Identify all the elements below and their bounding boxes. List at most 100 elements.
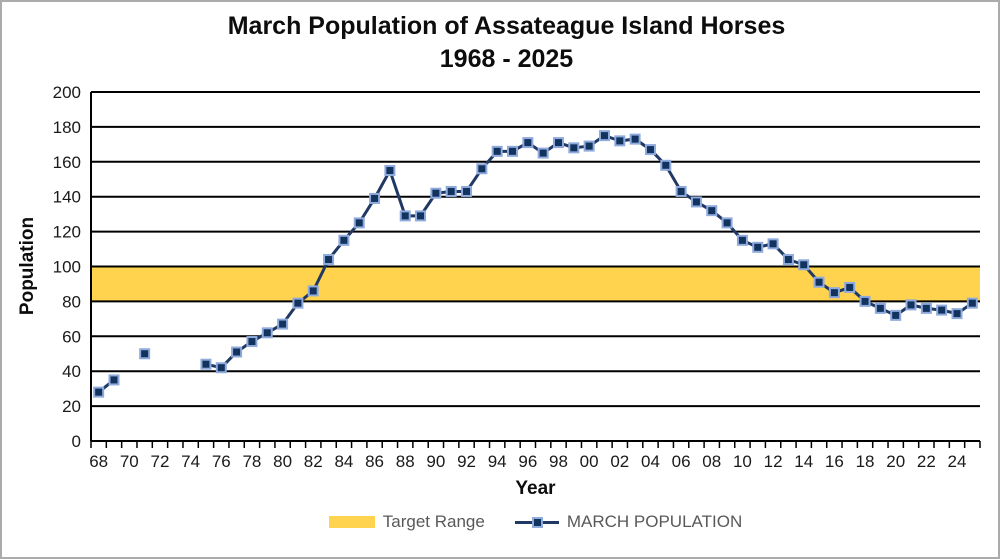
- legend: Target Range MARCH POPULATION: [91, 512, 980, 532]
- data-point-marker: [277, 318, 289, 330]
- data-point-marker: [338, 234, 350, 246]
- data-point-marker: [660, 159, 672, 171]
- y-tick-label-120: 120: [53, 223, 81, 242]
- series-line: [205, 133, 974, 370]
- data-point-marker: [721, 217, 733, 229]
- y-tick-label-60: 60: [62, 327, 81, 346]
- x-tick-label-1990: 90: [426, 452, 445, 471]
- y-tick-label-180: 180: [53, 118, 81, 137]
- data-point-marker: [445, 185, 457, 197]
- x-tick-label-1980: 80: [273, 452, 292, 471]
- x-tick-label-1986: 86: [365, 452, 384, 471]
- data-point-marker: [598, 130, 610, 142]
- data-point-marker: [307, 285, 319, 297]
- data-point-marker: [568, 142, 580, 154]
- data-point-marker: [706, 205, 718, 217]
- x-tick-label-1988: 88: [396, 452, 415, 471]
- x-tick-label-1974: 74: [181, 452, 200, 471]
- data-point-marker: [690, 196, 702, 208]
- data-point-marker: [890, 309, 902, 321]
- data-point-marker: [583, 140, 595, 152]
- y-tick-label-160: 160: [53, 153, 81, 172]
- data-point-marker: [323, 254, 335, 266]
- data-point-marker: [874, 302, 886, 314]
- y-tick-label-80: 80: [62, 292, 81, 311]
- data-point-marker: [491, 145, 503, 157]
- data-point-marker: [215, 362, 227, 374]
- y-tick-label-20: 20: [62, 397, 81, 416]
- data-point-marker: [369, 192, 381, 204]
- data-point-marker: [782, 254, 794, 266]
- x-tick-label-1968: 68: [89, 452, 108, 471]
- x-tick-label-2006: 06: [672, 452, 691, 471]
- data-point-marker: [200, 358, 212, 370]
- data-point-marker: [537, 147, 549, 159]
- x-tick-label-2018: 18: [856, 452, 875, 471]
- x-tick-label-1992: 92: [457, 452, 476, 471]
- data-point-marker: [736, 234, 748, 246]
- x-tick-label-2004: 04: [641, 452, 660, 471]
- chart-title: March Population of Assateague Island Ho…: [62, 10, 951, 76]
- y-tick-label-200: 200: [53, 83, 81, 102]
- x-tick-label-1976: 76: [212, 452, 231, 471]
- x-tick-label-1982: 82: [304, 452, 323, 471]
- legend-item-march-population: MARCH POPULATION: [514, 512, 743, 532]
- data-point-marker: [93, 386, 105, 398]
- y-tick-label-40: 40: [62, 362, 81, 381]
- x-tick-label-2024: 24: [948, 452, 967, 471]
- x-tick-label-1994: 94: [488, 452, 507, 471]
- chart-title-line1: March Population of Assateague Island Ho…: [227, 12, 786, 40]
- data-point-marker: [292, 297, 304, 309]
- data-point-marker: [828, 287, 840, 299]
- data-point-marker: [476, 163, 488, 175]
- x-tick-label-2002: 02: [610, 452, 629, 471]
- x-tick-label-2000: 00: [580, 452, 599, 471]
- x-tick-label-1996: 96: [518, 452, 537, 471]
- data-point-marker: [844, 281, 856, 293]
- x-tick-label-1972: 72: [151, 452, 170, 471]
- line-marker-icon: [514, 516, 559, 529]
- data-point-marker: [936, 304, 948, 316]
- target-range-swatch-icon: [328, 516, 375, 528]
- x-tick-label-2010: 10: [733, 452, 752, 471]
- x-tick-label-2016: 16: [825, 452, 844, 471]
- data-point-marker: [522, 137, 534, 149]
- data-point-marker: [813, 276, 825, 288]
- data-point-marker: [951, 308, 963, 320]
- data-point-marker: [399, 210, 411, 222]
- data-point-marker: [246, 336, 258, 348]
- y-tick-label-0: 0: [72, 432, 81, 451]
- data-point-marker: [920, 302, 932, 314]
- x-tick-label-2020: 20: [886, 452, 905, 471]
- data-point-marker: [430, 187, 442, 199]
- data-point-marker: [798, 259, 810, 271]
- x-tick-label-2012: 12: [764, 452, 783, 471]
- data-point-marker: [139, 348, 151, 360]
- data-point-marker: [231, 346, 243, 358]
- data-point-marker: [614, 135, 626, 147]
- legend-label-target-range: Target Range: [382, 512, 485, 531]
- data-point-marker: [905, 299, 917, 311]
- x-tick-label-1998: 98: [549, 452, 568, 471]
- data-point-marker: [629, 133, 641, 145]
- data-point-marker: [507, 145, 519, 157]
- data-point-marker: [767, 238, 779, 250]
- x-axis-title: Year: [515, 478, 556, 499]
- y-tick-label-140: 140: [53, 188, 81, 207]
- data-point-marker: [461, 185, 473, 197]
- x-tick-label-2022: 22: [917, 452, 936, 471]
- x-tick-label-2014: 14: [794, 452, 813, 471]
- legend-label-march-population: MARCH POPULATION: [566, 512, 743, 531]
- x-tick-label-1970: 70: [120, 452, 139, 471]
- data-point-marker: [966, 297, 978, 309]
- data-point-marker: [552, 137, 564, 149]
- data-point-marker: [675, 185, 687, 197]
- x-tick-label-1978: 78: [242, 452, 261, 471]
- x-tick-label-2008: 08: [702, 452, 721, 471]
- chart-title-line2: 1968 - 2025: [439, 45, 574, 73]
- data-point-marker: [859, 295, 871, 307]
- data-point-marker: [384, 165, 396, 177]
- data-point-marker: [752, 241, 764, 253]
